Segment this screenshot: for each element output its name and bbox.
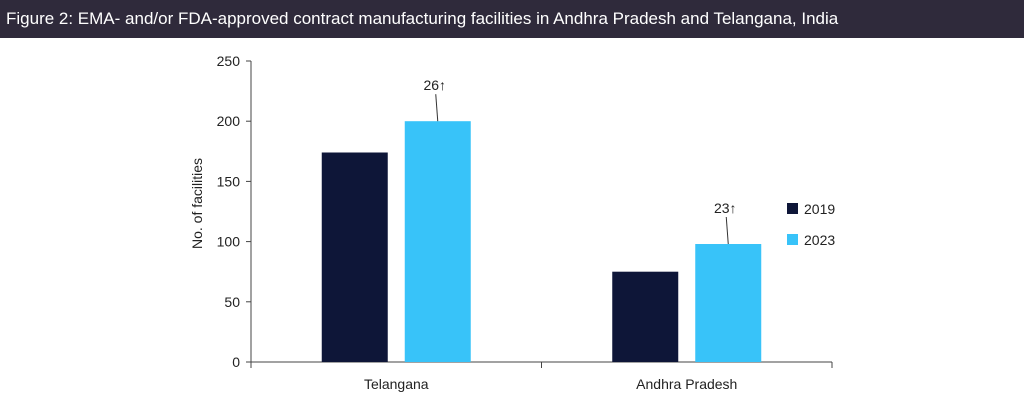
annotation-leader-line [435,94,439,122]
bar-2023-andhra-pradesh [695,244,762,362]
x-tick-label: Andhra Pradesh [636,376,737,392]
y-tick-label: 200 [217,113,241,129]
y-tick-label: 0 [232,354,240,370]
y-tick-label: 50 [224,294,240,310]
y-tick-label: 150 [217,173,241,189]
annotation-label: 23↑ [714,200,737,216]
y-axis-title: No. of facilities [189,158,205,249]
annotation-label: 26↑ [423,77,446,93]
legend-swatch-2023 [787,234,798,245]
bar-2019-andhra-pradesh [612,271,679,362]
legend-label-2023: 2023 [804,232,835,248]
figure-title: Figure 2: EMA- and/or FDA-approved contr… [0,0,1024,38]
y-tick-label: 250 [217,53,241,69]
annotation-leader-line [725,216,729,245]
bar-2023-telangana [404,121,471,362]
x-tick-label: Telangana [364,376,429,392]
bar-2019-telangana [321,152,388,362]
legend-swatch-2019 [787,203,798,214]
legend-label-2019: 2019 [804,201,835,217]
y-tick-label: 100 [217,234,241,250]
